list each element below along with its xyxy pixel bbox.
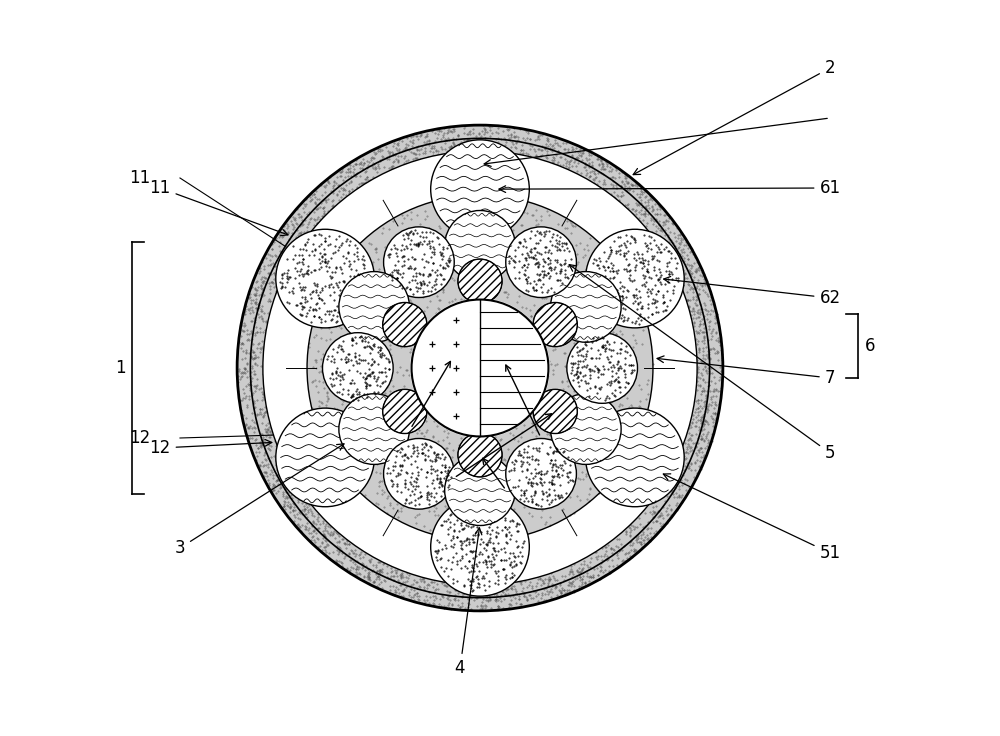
Wedge shape: [480, 300, 548, 436]
Circle shape: [431, 140, 529, 238]
Text: 11: 11: [149, 179, 288, 236]
Circle shape: [339, 272, 410, 342]
Circle shape: [383, 389, 427, 434]
Circle shape: [550, 272, 621, 342]
Circle shape: [384, 227, 454, 297]
Text: 4: 4: [455, 528, 482, 677]
Circle shape: [263, 151, 697, 585]
Wedge shape: [412, 300, 480, 436]
Text: 62: 62: [664, 277, 841, 307]
Text: 12: 12: [129, 429, 151, 447]
Circle shape: [322, 333, 393, 403]
Circle shape: [550, 394, 621, 464]
Text: 6: 6: [865, 337, 875, 355]
Circle shape: [506, 227, 576, 297]
Circle shape: [431, 498, 529, 596]
Circle shape: [458, 433, 502, 477]
Text: 61: 61: [499, 179, 841, 197]
Circle shape: [276, 229, 374, 328]
Circle shape: [533, 302, 577, 347]
Circle shape: [237, 125, 723, 611]
Text: 11: 11: [129, 169, 151, 187]
Circle shape: [339, 394, 410, 464]
Circle shape: [384, 439, 454, 509]
Text: 1: 1: [115, 359, 125, 377]
Circle shape: [586, 408, 684, 507]
Text: 7: 7: [657, 356, 835, 387]
Circle shape: [276, 408, 374, 506]
Circle shape: [533, 389, 577, 434]
Circle shape: [458, 259, 502, 303]
Circle shape: [445, 210, 515, 281]
Circle shape: [263, 151, 697, 585]
Text: 12: 12: [149, 439, 272, 457]
Circle shape: [567, 333, 638, 403]
Circle shape: [237, 125, 723, 611]
Circle shape: [506, 439, 576, 509]
Circle shape: [383, 302, 427, 347]
Circle shape: [227, 115, 733, 621]
Text: 5: 5: [569, 265, 835, 462]
Text: 3: 3: [175, 444, 344, 557]
Text: 2: 2: [633, 59, 835, 174]
Text: 51: 51: [663, 474, 841, 562]
Circle shape: [307, 195, 653, 541]
Circle shape: [410, 298, 550, 438]
Circle shape: [586, 229, 684, 328]
Circle shape: [445, 455, 515, 526]
Circle shape: [263, 151, 697, 585]
